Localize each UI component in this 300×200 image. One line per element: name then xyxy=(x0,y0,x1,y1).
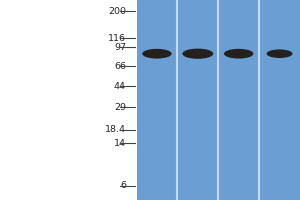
Text: 44: 44 xyxy=(114,82,126,91)
Text: 18.4: 18.4 xyxy=(105,125,126,134)
Text: 14: 14 xyxy=(114,139,126,148)
Text: 29: 29 xyxy=(114,103,126,112)
Ellipse shape xyxy=(224,49,254,59)
Text: 6: 6 xyxy=(120,181,126,190)
Text: 200: 200 xyxy=(108,7,126,16)
Text: 116: 116 xyxy=(108,34,126,43)
Text: 97: 97 xyxy=(114,43,126,52)
Text: 66: 66 xyxy=(114,62,126,71)
Ellipse shape xyxy=(182,49,213,59)
Ellipse shape xyxy=(267,49,292,58)
Bar xyxy=(136,0,300,200)
Ellipse shape xyxy=(142,49,172,59)
